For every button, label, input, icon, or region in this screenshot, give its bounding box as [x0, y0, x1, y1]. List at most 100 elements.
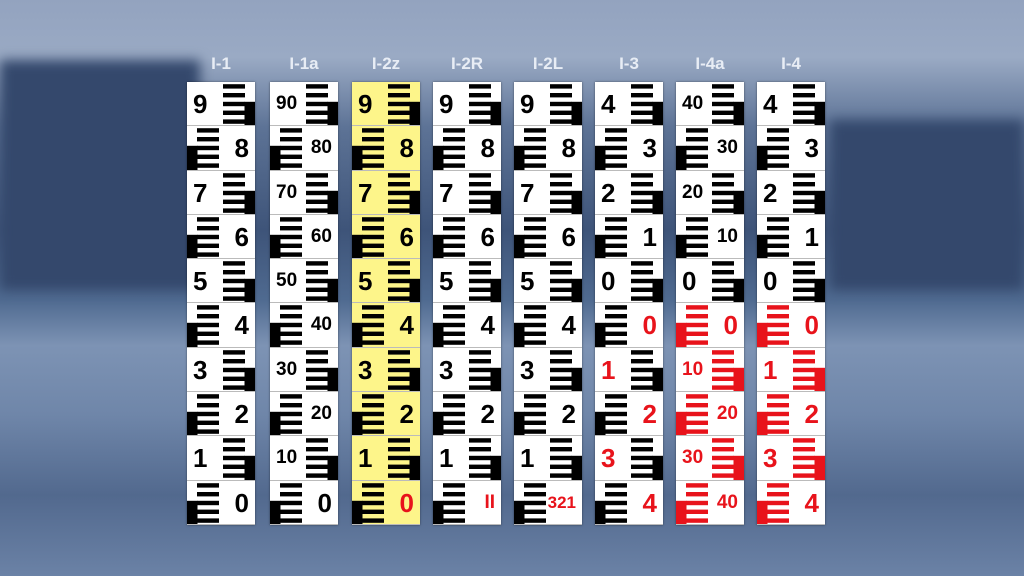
e-marks — [223, 261, 255, 303]
tick-bar — [223, 367, 245, 372]
tick-bar — [686, 340, 708, 346]
e-marks — [306, 172, 338, 214]
tick-spine — [733, 190, 744, 214]
tick-spine — [814, 101, 825, 126]
tick-bar — [631, 110, 653, 115]
segment-number: 5 — [439, 266, 454, 297]
e-marks — [306, 349, 338, 392]
tick-bar — [443, 518, 465, 523]
tick-bar — [280, 225, 302, 231]
tick-spine — [676, 500, 687, 524]
gauge-column: I-2L 9 8 7 6 5 4 3 2 1 321 — [514, 54, 582, 525]
tick-spine — [490, 456, 501, 480]
tick-bar — [223, 190, 245, 195]
tick-bar — [469, 447, 491, 452]
tick-bar — [197, 340, 219, 346]
tick-bar — [524, 217, 546, 222]
staff-segment: 60 — [270, 214, 338, 260]
e-marks — [469, 172, 501, 214]
staff-segment: 7 — [352, 170, 420, 215]
staff-segment: 2 — [187, 392, 255, 437]
tick-bar — [605, 234, 627, 240]
e-marks — [187, 305, 219, 347]
tick-bar — [223, 376, 245, 381]
segment-number: 4 — [234, 310, 249, 341]
tick-bar — [443, 137, 465, 142]
tick-bar — [280, 429, 302, 434]
tick-spine — [352, 500, 363, 524]
segment-number: 90 — [276, 93, 298, 114]
tick-bar — [443, 154, 465, 160]
tick-bar — [362, 429, 384, 434]
tick-spine — [244, 101, 255, 126]
tick-bar — [631, 119, 653, 124]
tick-bar — [306, 207, 328, 213]
tick-bar — [223, 119, 245, 124]
tick-bar — [197, 403, 219, 408]
tick-bar — [550, 278, 572, 284]
segment-number: 2 — [234, 399, 249, 430]
tick-bar — [469, 181, 491, 186]
tick-bar — [712, 367, 734, 372]
tick-bar — [223, 385, 245, 390]
tick-bar — [631, 278, 653, 284]
tick-bar — [605, 146, 627, 151]
tick-bar — [197, 225, 219, 231]
tick-bar — [362, 137, 384, 142]
tick-bar — [631, 261, 653, 266]
tick-bar — [362, 146, 384, 151]
tick-bar — [443, 482, 465, 488]
tick-bar — [223, 172, 245, 178]
segment-number: 5 — [358, 266, 373, 297]
tick-bar — [793, 287, 815, 293]
segment-number: 8 — [234, 133, 249, 164]
segment-number: 1 — [193, 443, 208, 474]
tick-spine — [676, 234, 687, 259]
e-marks — [676, 482, 708, 524]
segment-number: 0 — [682, 266, 697, 297]
tick-bar — [388, 261, 410, 266]
tick-bar — [605, 225, 627, 231]
tick-bar — [712, 172, 734, 178]
tick-bar — [469, 358, 491, 364]
tick-bar — [767, 243, 789, 248]
staff-segment: 40 — [270, 303, 338, 348]
column-label: I-3 — [619, 54, 639, 73]
tick-spine — [433, 146, 444, 170]
tick-bar — [631, 93, 653, 98]
tick-bar — [306, 296, 328, 301]
tick-bar — [686, 482, 708, 488]
tick-bar — [280, 411, 302, 417]
staff-segment: II — [433, 480, 501, 525]
tick-bar — [524, 243, 546, 248]
tick-bar — [280, 137, 302, 142]
tick-bar — [793, 181, 815, 186]
staff-segment: 4 — [433, 303, 501, 348]
staff-segment: 7 — [187, 170, 255, 215]
tick-bar — [362, 128, 384, 133]
tick-bar — [524, 234, 546, 240]
e-marks — [433, 128, 465, 170]
e-marks — [595, 305, 627, 347]
tick-bar — [767, 146, 789, 151]
tick-spine — [409, 190, 420, 214]
e-marks — [270, 128, 302, 170]
tick-bar — [362, 411, 384, 417]
staff-segment: 321 — [514, 480, 582, 525]
tick-bar — [362, 500, 384, 505]
e-marks — [469, 438, 501, 480]
tick-bar — [631, 385, 653, 390]
tick-bar — [550, 199, 572, 204]
tick-spine — [571, 190, 582, 214]
e-marks — [676, 394, 708, 436]
e-marks — [631, 84, 663, 126]
tick-bar — [306, 278, 328, 284]
tick-bar — [605, 482, 627, 488]
tick-bar — [388, 110, 410, 115]
tick-bar — [469, 385, 491, 390]
tick-bar — [793, 110, 815, 115]
tick-bar — [443, 509, 465, 514]
segment-number: 0 — [399, 487, 414, 518]
tick-bar — [631, 464, 653, 470]
